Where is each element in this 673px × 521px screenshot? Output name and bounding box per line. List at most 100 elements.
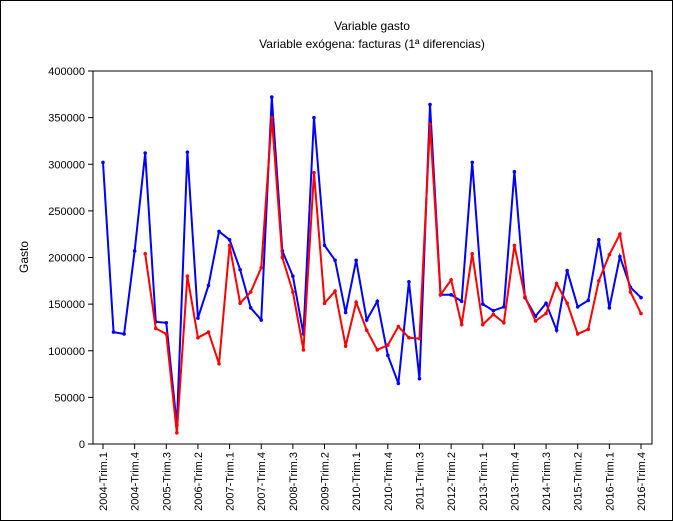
data-point xyxy=(269,115,274,120)
data-point xyxy=(491,312,496,317)
data-point xyxy=(407,335,411,340)
y-tick-label: 100000 xyxy=(48,346,85,358)
x-tick-label: 2011-Trim.3 xyxy=(414,452,426,510)
data-point xyxy=(196,316,200,320)
data-point xyxy=(227,237,232,242)
data-point xyxy=(206,330,211,334)
x-tick-label: 2013-Trim.1 xyxy=(478,452,490,511)
x-tick-label: 2009-Trim.2 xyxy=(320,452,332,511)
data-point xyxy=(470,251,475,256)
data-point xyxy=(628,290,633,294)
data-point xyxy=(639,295,643,300)
data-point xyxy=(269,95,274,99)
data-point xyxy=(533,319,538,323)
data-point xyxy=(164,332,169,336)
data-point xyxy=(586,327,591,332)
data-point xyxy=(364,328,369,333)
data-point xyxy=(333,258,337,263)
x-tick-label: 2010-Trim.4 xyxy=(383,452,395,511)
y-tick-label: 150000 xyxy=(48,299,85,311)
y-tick-label: 250000 xyxy=(48,206,85,218)
data-point xyxy=(512,243,517,248)
y-tick-label: 200000 xyxy=(48,253,85,265)
data-point xyxy=(238,267,242,272)
data-point xyxy=(544,311,548,316)
data-point xyxy=(375,348,380,352)
data-point xyxy=(575,305,580,309)
data-point xyxy=(153,326,158,331)
data-point xyxy=(259,318,264,322)
data-point xyxy=(375,299,380,304)
data-point xyxy=(575,332,580,336)
data-point xyxy=(396,381,401,386)
y-tick-label: 50000 xyxy=(54,392,85,404)
data-point xyxy=(333,289,337,293)
x-tick-label: 2008-Trim.3 xyxy=(288,452,300,511)
y-tick-label: 350000 xyxy=(48,113,85,125)
data-point xyxy=(417,376,422,381)
data-point xyxy=(618,232,622,236)
x-tick-label: 2004-Trim.4 xyxy=(130,452,142,511)
data-point xyxy=(354,258,358,263)
data-point xyxy=(470,160,475,165)
data-point xyxy=(607,306,612,310)
data-point xyxy=(480,322,485,327)
data-point xyxy=(364,318,369,322)
data-point xyxy=(586,298,591,303)
x-tick-label: 2015-Trim.2 xyxy=(573,452,585,511)
data-point xyxy=(523,294,527,299)
x-tick-label: 2006-Trim.2 xyxy=(193,452,205,511)
x-tick-label: 2016-Trim.4 xyxy=(636,452,648,511)
data-point xyxy=(459,322,464,327)
data-point xyxy=(301,348,306,352)
x-tick-label: 2012-Trim.2 xyxy=(446,452,458,511)
data-point xyxy=(312,115,316,120)
data-point xyxy=(132,249,137,253)
series-line xyxy=(102,97,642,426)
data-point xyxy=(554,328,559,333)
x-tick-label: 2014-Trim.3 xyxy=(541,452,553,511)
series-line xyxy=(144,117,642,433)
data-point xyxy=(396,324,401,329)
data-point xyxy=(185,274,190,278)
data-point xyxy=(354,300,358,305)
x-tick-label: 2007-Trim.4 xyxy=(256,452,268,511)
data-point xyxy=(407,279,411,284)
x-tick-label: 2013-Trim.4 xyxy=(509,452,521,511)
x-tick-label: 2004-Trim.1 xyxy=(98,452,110,511)
chart-subtitle: Variable exógena: facturas (1ª diferenci… xyxy=(259,37,485,51)
data-point xyxy=(259,265,264,270)
data-point xyxy=(322,243,327,248)
data-point xyxy=(480,302,485,306)
data-point xyxy=(565,301,569,305)
data-point xyxy=(512,169,517,174)
data-point xyxy=(417,336,422,341)
data-point xyxy=(322,301,327,305)
y-tick-label: 400000 xyxy=(48,66,85,78)
x-tick-label: 2007-Trim.1 xyxy=(225,452,237,511)
data-point xyxy=(502,320,506,325)
x-tick-label: 2010-Trim.1 xyxy=(351,452,363,511)
data-point xyxy=(291,274,295,278)
data-point xyxy=(122,332,126,336)
data-point xyxy=(449,293,453,297)
y-tick-label: 0 xyxy=(79,439,85,451)
data-point xyxy=(459,299,464,304)
data-point xyxy=(554,281,559,286)
data-point xyxy=(206,283,211,288)
data-point xyxy=(280,255,285,260)
y-tick-label: 300000 xyxy=(48,159,85,171)
data-point xyxy=(639,311,643,316)
data-point xyxy=(491,308,496,313)
data-point xyxy=(618,254,622,259)
data-point xyxy=(428,122,432,126)
data-point xyxy=(597,279,601,283)
data-point xyxy=(544,301,548,305)
data-point xyxy=(101,160,105,165)
data-point xyxy=(438,293,443,297)
data-point xyxy=(175,431,179,435)
data-point xyxy=(343,344,348,348)
data-point xyxy=(597,237,601,242)
data-point xyxy=(248,290,253,294)
